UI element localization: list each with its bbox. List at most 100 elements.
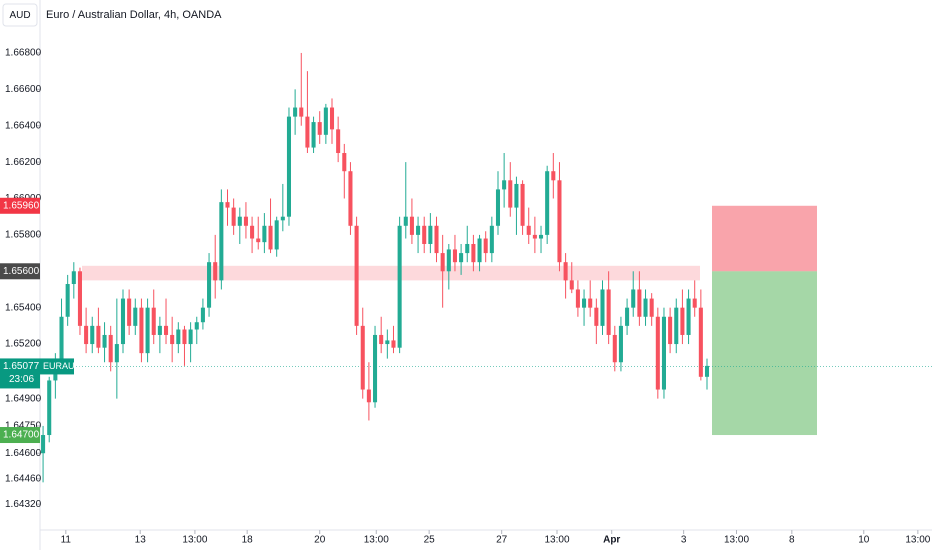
candle-body xyxy=(434,225,439,254)
candle-body xyxy=(77,271,82,326)
y-tick-label: 1.66400 xyxy=(5,120,42,131)
candle-body xyxy=(692,298,697,308)
symbol-tag: EURAUD xyxy=(43,361,82,371)
y-tick-label: 1.64460 xyxy=(5,473,42,484)
currency-button[interactable] xyxy=(2,3,38,27)
candle-body xyxy=(538,234,544,239)
x-tick-label: 18 xyxy=(242,535,254,546)
price-label-bg xyxy=(0,427,40,444)
y-tick-label: 1.66600 xyxy=(5,84,42,95)
candle-body xyxy=(551,171,556,181)
candle-body xyxy=(71,271,76,285)
candle-body xyxy=(182,329,187,345)
candle-body xyxy=(704,365,710,377)
candle-body xyxy=(391,340,396,348)
candle-body xyxy=(108,334,113,363)
price-label-bg xyxy=(0,263,40,280)
stop-area xyxy=(712,205,817,272)
x-tick-label: 10 xyxy=(858,535,870,546)
candle-body xyxy=(188,329,193,345)
candle-body xyxy=(489,225,494,254)
candle-body xyxy=(416,225,421,235)
candle-body xyxy=(329,107,335,130)
candle-body xyxy=(686,298,691,335)
y-tick-label: 1.64750 xyxy=(5,421,42,432)
price-label: 1.65600 xyxy=(3,266,40,277)
candle-body xyxy=(256,238,261,243)
candle-body xyxy=(145,307,150,354)
candle-body xyxy=(231,207,236,226)
candle-body xyxy=(139,307,144,354)
candle-body xyxy=(286,116,292,217)
candle-body xyxy=(237,216,242,226)
candle-body xyxy=(403,216,408,226)
price-label: 1.64700 xyxy=(3,430,40,441)
x-tick-label: Apr xyxy=(603,535,620,546)
candle-body xyxy=(311,122,316,148)
candle-body xyxy=(366,389,371,403)
candle-body xyxy=(262,225,267,243)
candle-body xyxy=(588,298,593,308)
candle-body xyxy=(668,316,673,345)
candle-body xyxy=(631,289,636,308)
candle-body xyxy=(176,329,181,345)
candle-body xyxy=(200,307,205,323)
candle-body xyxy=(514,183,519,208)
y-tick-label: 1.65400 xyxy=(5,302,42,313)
candle-body xyxy=(575,289,580,308)
candle-body xyxy=(532,234,537,239)
candle-body xyxy=(243,216,248,226)
price-label-bg xyxy=(0,358,40,389)
candle-body xyxy=(59,316,64,363)
y-tick-label: 1.64600 xyxy=(5,448,42,459)
candle-body xyxy=(397,225,402,348)
candle-body xyxy=(305,116,310,148)
candle-body xyxy=(207,262,212,308)
candle-body xyxy=(127,298,132,326)
x-tick-label: 13:00 xyxy=(182,535,207,546)
candle-body xyxy=(526,225,531,235)
candle-body xyxy=(594,307,599,326)
candle-body xyxy=(163,325,169,335)
candle-body xyxy=(65,284,70,317)
candle-body xyxy=(471,243,476,263)
y-tick-label: 1.64900 xyxy=(5,393,42,404)
candle-body xyxy=(465,243,470,254)
candle-body xyxy=(348,171,353,226)
y-tick-label: 1.65800 xyxy=(5,230,42,241)
candle-body xyxy=(114,344,119,363)
candle-body xyxy=(557,180,562,263)
price-label-bg xyxy=(0,197,40,214)
price-label: 1.65960 xyxy=(3,200,40,211)
candle-body xyxy=(102,334,107,348)
candle-body xyxy=(84,325,89,345)
candle-body xyxy=(47,380,52,436)
candle-body xyxy=(354,225,359,326)
target-area xyxy=(712,271,817,436)
candle-body xyxy=(612,334,617,363)
candle-body xyxy=(582,298,587,308)
x-tick-label: 13 xyxy=(135,535,147,546)
candle-body xyxy=(649,298,654,317)
currency[interactable]: AUD xyxy=(9,10,30,21)
candle-body xyxy=(90,325,95,345)
x-tick-label: 20 xyxy=(314,535,326,546)
zone xyxy=(82,265,700,281)
candle-body xyxy=(674,307,679,345)
candle-body xyxy=(637,289,642,317)
y-tick-label: 1.66200 xyxy=(5,157,42,168)
candle-body xyxy=(157,325,162,335)
candle-body xyxy=(250,225,255,239)
candle-body xyxy=(422,225,427,244)
x-tick-label: 25 xyxy=(424,535,436,546)
candle-body xyxy=(625,307,630,326)
candle-body xyxy=(606,289,611,335)
x-tick-label: 13:00 xyxy=(544,535,569,546)
candle-body xyxy=(520,183,525,226)
candle-body xyxy=(120,298,126,345)
candle-body xyxy=(569,280,574,290)
candle-body xyxy=(483,238,488,254)
candle-body xyxy=(41,435,46,454)
candle-body xyxy=(96,325,101,348)
candle-body xyxy=(661,316,666,390)
